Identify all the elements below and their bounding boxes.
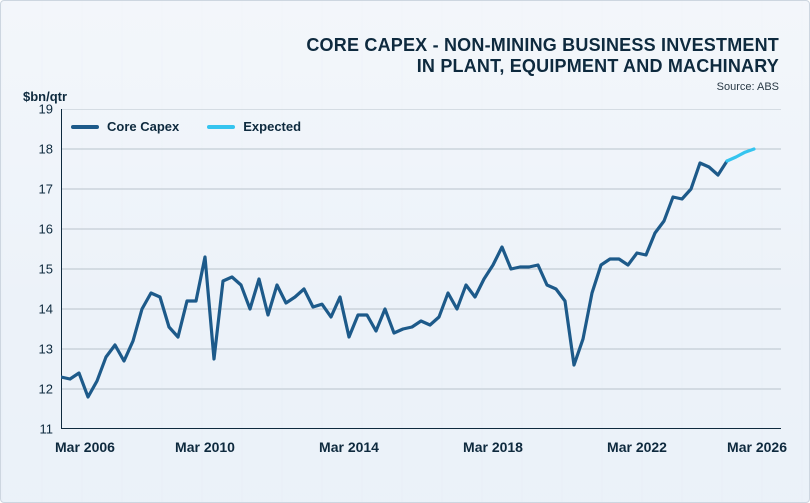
plot-svg	[61, 109, 781, 429]
x-tick-label: Mar 2018	[463, 439, 523, 455]
y-tick-label: 15	[39, 262, 53, 277]
y-tick-label: 18	[39, 142, 53, 157]
y-tick-label: 13	[39, 342, 53, 357]
chart-source: Source: ABS	[717, 81, 779, 93]
chart-title: CORE CAPEX - NON-MINING BUSINESS INVESTM…	[306, 35, 779, 77]
y-tick-label: 17	[39, 182, 53, 197]
x-tick-label: Mar 2026	[727, 439, 787, 455]
y-tick-label: 11	[40, 422, 54, 437]
y-tick-label: 14	[39, 302, 53, 317]
y-tick-label: 19	[39, 102, 53, 117]
chart-title-line2: IN PLANT, EQUIPMENT AND MACHINARY	[306, 56, 779, 77]
x-tick-label: Mar 2010	[175, 439, 235, 455]
x-tick-label: Mar 2014	[319, 439, 379, 455]
chart-title-line1: CORE CAPEX - NON-MINING BUSINESS INVESTM…	[306, 35, 779, 56]
plot-area: 111213141516171819Mar 2006Mar 2010Mar 20…	[61, 109, 781, 429]
x-tick-label: Mar 2022	[607, 439, 667, 455]
x-tick-label: Mar 2006	[55, 439, 115, 455]
chart-frame: CORE CAPEX - NON-MINING BUSINESS INVESTM…	[0, 0, 810, 503]
y-tick-label: 12	[39, 382, 53, 397]
y-tick-label: 16	[39, 222, 53, 237]
